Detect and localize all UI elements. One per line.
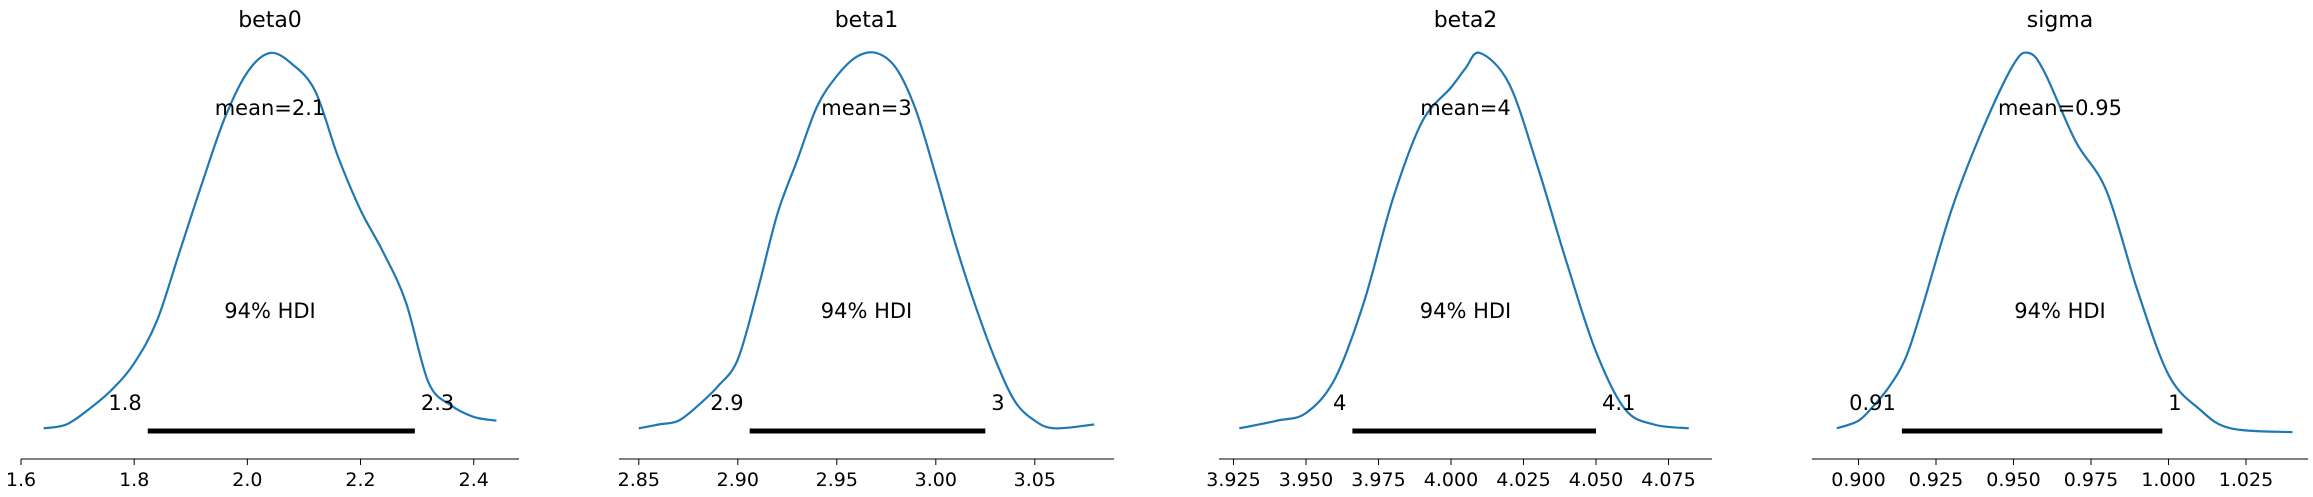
hdi-high-label: 4.1 [1602,391,1635,415]
x-tick-label: 2.0 [232,469,262,491]
panel-beta1: beta1 mean=3 94% HDI 2.9 3 2.85 2.90 2.95 3.00 3.… [618,8,1114,491]
x-tick-label: 0.950 [1986,469,2040,491]
x-tick-label: 3.975 [1351,469,1405,491]
panel-title: sigma [2027,8,2093,33]
x-tick-label: 3.925 [1206,469,1260,491]
density-curve [43,51,497,430]
x-tick-label: 4.000 [1424,469,1478,491]
x-tick-label: 1.000 [2141,469,2195,491]
x-tick-label: 0.900 [1831,469,1885,491]
panel-title: beta1 [835,8,899,33]
x-tick-label: 4.075 [1641,469,1695,491]
panel-beta0: beta0 mean=2.1 94% HDI 1.8 2.3 1.6 1.8 2.0 2.2 2.… [6,8,519,491]
x-tick-label: 2.2 [345,469,375,491]
hdi-low-label: 1.8 [108,391,141,415]
density-curve [1239,51,1689,430]
panel-title: beta0 [238,8,302,33]
hdi-label: 94% HDI [1420,299,1512,323]
x-tick-label: 4.025 [1496,469,1550,491]
mean-label: mean=4 [1420,96,1511,120]
hdi-label: 94% HDI [821,299,913,323]
hdi-high-label: 1 [2168,391,2181,415]
x-tick-label: 2.85 [618,469,660,491]
x-tick-label: 0.925 [1909,469,1963,491]
hdi-low-label: 0.91 [1849,391,1896,415]
x-tick-label: 4.050 [1569,469,1623,491]
hdi-label: 94% HDI [224,299,316,323]
x-tick-label: 3.950 [1279,469,1333,491]
x-tick-label: 1.8 [119,469,149,491]
hdi-high-label: 2.3 [421,391,454,415]
density-curve [638,51,1095,430]
x-tick-label: 2.4 [459,469,489,491]
mean-label: mean=3 [821,96,912,120]
x-tick-label: 1.025 [2219,469,2273,491]
x-tick-label: 3.00 [915,469,957,491]
hdi-label: 94% HDI [2014,299,2106,323]
panel-beta2: beta2 mean=4 94% HDI 4 4.1 3.925 3.950 3.975 4.0… [1206,8,1712,491]
hdi-low-label: 2.9 [710,391,743,415]
hdi-high-label: 3 [991,391,1004,415]
x-tick-label: 2.95 [816,469,858,491]
x-tick-label: 2.90 [717,469,759,491]
x-tick-label: 3.05 [1014,469,1056,491]
panel-sigma: sigma mean=0.95 94% HDI 0.91 1 0.900 0.925 0.95… [1812,8,2308,491]
panel-title: beta2 [1434,8,1498,33]
mean-label: mean=0.95 [1998,96,2122,120]
mean-label: mean=2.1 [215,96,326,120]
hdi-low-label: 4 [1333,391,1346,415]
x-tick-label: 0.975 [2064,469,2118,491]
density-curve [1836,51,2293,434]
x-tick-label: 1.6 [6,469,36,491]
